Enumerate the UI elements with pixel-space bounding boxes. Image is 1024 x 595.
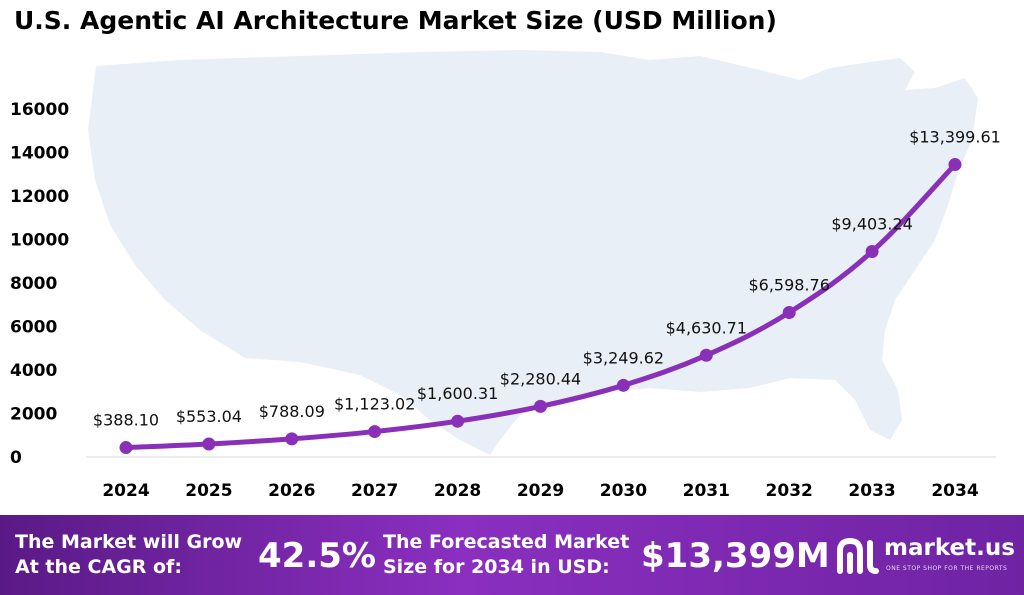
x-tick-label: 2024 (102, 481, 149, 501)
data-label: $2,280.44 (500, 369, 581, 388)
data-point (699, 348, 713, 362)
data-point (451, 414, 465, 428)
y-tick-label: 2000 (10, 405, 57, 425)
data-point (285, 432, 299, 446)
data-point (782, 305, 796, 319)
x-tick-label: 2027 (351, 481, 398, 501)
forecast-label-line1: The Forecasted Market (383, 531, 630, 553)
y-tick-label: 0 (10, 448, 22, 468)
forecast-label: The Forecasted Market Size for 2034 in U… (383, 530, 629, 580)
x-tick-label: 2028 (434, 481, 481, 501)
y-tick-label: 4000 (10, 361, 57, 381)
x-tick-label: 2034 (931, 481, 978, 501)
y-tick-label: 14000 (10, 144, 69, 164)
footer-banner: The Market will Grow At the CAGR of: 42.… (0, 515, 1024, 595)
x-tick-label: 2026 (268, 481, 315, 501)
data-label: $4,630.71 (666, 318, 747, 337)
brand-tagline: ONE STOP SHOP FOR THE REPORTS (886, 565, 1008, 572)
data-point (202, 437, 216, 451)
data-label: $9,403.24 (831, 214, 912, 233)
data-label: $3,249.62 (583, 348, 664, 367)
data-point (368, 425, 382, 439)
cagr-label: The Market will Grow At the CAGR of: (15, 530, 242, 580)
data-point (948, 158, 962, 172)
cagr-value: 42.5% (258, 536, 376, 576)
line-chart: 0 2000 4000 6000 8000 10000 12000 14000 16000 202… (10, 50, 1001, 501)
cagr-label-line2: At the CAGR of: (15, 556, 182, 578)
y-tick-label: 8000 (10, 274, 57, 294)
x-tick-label: 2031 (683, 481, 730, 501)
data-label: $6,598.76 (748, 275, 829, 294)
forecast-value: $13,399M (641, 536, 830, 576)
data-label: $553.04 (176, 407, 242, 426)
y-tick-label: 6000 (10, 318, 57, 338)
x-tick-label: 2030 (600, 481, 647, 501)
y-tick-label: 12000 (10, 187, 69, 207)
x-tick-label: 2032 (766, 481, 813, 501)
y-tick-label: 10000 (10, 231, 69, 251)
data-point (865, 244, 879, 258)
brand-name: market.us (884, 535, 1015, 561)
market-us-logo-icon (837, 537, 879, 574)
x-tick-label: 2025 (185, 481, 232, 501)
data-label: $388.10 (93, 411, 159, 430)
cagr-label-line1: The Market will Grow (15, 531, 243, 553)
forecast-label-line2: Size for 2034 in USD: (383, 556, 610, 578)
data-label: $13,399.61 (909, 128, 1001, 147)
us-map-background (88, 50, 978, 455)
data-label: $1,600.31 (417, 384, 498, 403)
brand-logo: market.us ONE STOP SHOP FOR THE REPORTS (836, 533, 1020, 583)
data-point (119, 441, 133, 455)
x-tick-label: 2029 (517, 481, 564, 501)
data-point (534, 399, 547, 413)
data-label: $788.09 (259, 402, 325, 421)
x-tick-label: 2033 (848, 481, 895, 501)
data-point (616, 378, 630, 392)
y-tick-label: 16000 (10, 100, 69, 120)
data-label: $1,123.02 (334, 395, 415, 414)
chart-title: U.S. Agentic AI Architecture Market Size… (14, 6, 777, 35)
